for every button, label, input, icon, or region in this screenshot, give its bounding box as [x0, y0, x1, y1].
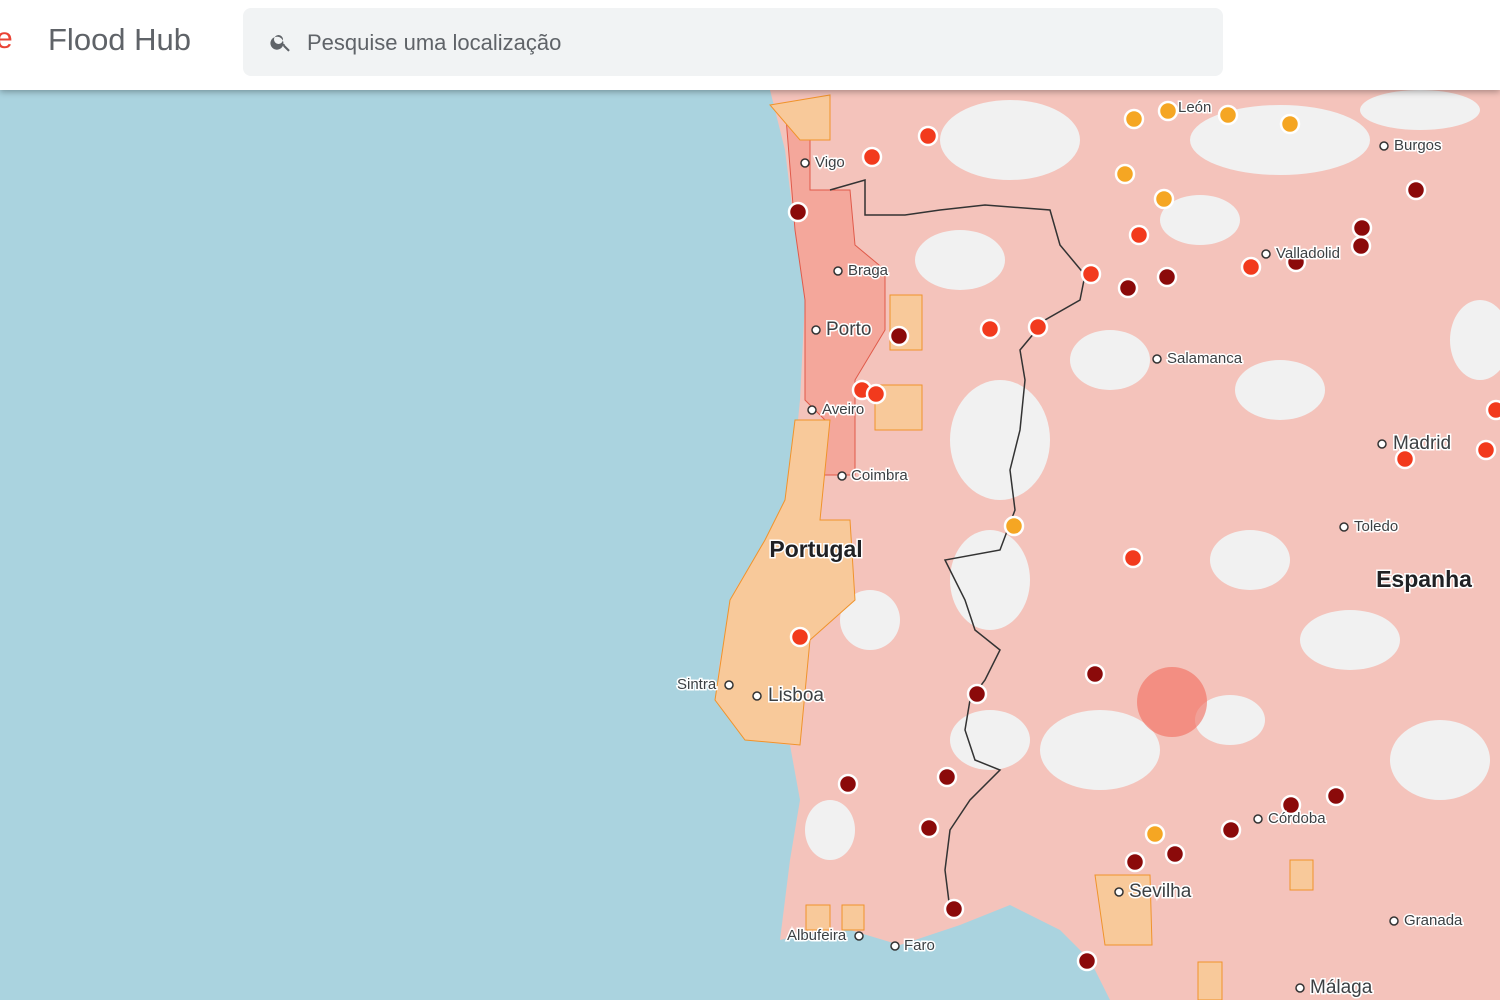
city-dot — [1114, 887, 1124, 897]
city-dot — [724, 680, 734, 690]
gauge-marker[interactable] — [1027, 316, 1049, 338]
place-label: Sintra — [677, 676, 717, 693]
search-box[interactable]: Pesquise uma localização — [243, 8, 1223, 76]
city-dot — [1261, 249, 1271, 259]
place-label: Aveiro — [822, 401, 864, 418]
city-dot — [800, 158, 810, 168]
gauge-marker[interactable] — [1157, 100, 1179, 122]
gauge-marker[interactable] — [1164, 843, 1186, 865]
place-label: Lisboa — [768, 685, 824, 706]
gauge-marker[interactable] — [1124, 851, 1146, 873]
city-dot — [890, 941, 900, 951]
place-label: Albufeira — [787, 927, 847, 944]
place-label: Porto — [826, 319, 871, 340]
top-bar: e Flood Hub Pesquise uma localização — [0, 0, 1500, 90]
border — [829, 179, 1086, 911]
gauge-marker[interactable] — [1080, 263, 1102, 285]
gauge-marker[interactable] — [1123, 108, 1145, 130]
gauge-marker[interactable] — [979, 318, 1001, 340]
gauge-marker[interactable] — [789, 626, 811, 648]
city-dot — [1295, 983, 1305, 993]
gauge-marker[interactable] — [1279, 113, 1301, 135]
gauge-marker[interactable] — [1285, 251, 1307, 273]
place-label: Faro — [904, 937, 935, 954]
gauge-marker[interactable] — [1153, 188, 1175, 210]
place-label: Valladolid — [1276, 245, 1340, 262]
gauge-marker[interactable] — [936, 766, 958, 788]
gauge-marker[interactable] — [861, 146, 883, 168]
gauge-marker[interactable] — [1485, 399, 1500, 421]
gauge-marker[interactable] — [943, 898, 965, 920]
gauge-marker[interactable] — [1003, 515, 1025, 537]
country-label: Espanha — [1376, 566, 1472, 592]
city-dot — [1377, 439, 1387, 449]
gauge-marker[interactable] — [918, 817, 940, 839]
search-icon — [270, 35, 290, 52]
dry-areas — [805, 90, 1500, 860]
gauge-marker[interactable] — [1394, 448, 1416, 470]
gauge-marker[interactable] — [787, 201, 809, 223]
gauge-marker[interactable] — [1128, 224, 1150, 246]
place-label: León — [1178, 99, 1211, 116]
gauge-marker[interactable] — [1156, 266, 1178, 288]
selected-area[interactable] — [1137, 667, 1207, 737]
city-dot — [1379, 141, 1389, 151]
gauge-marker[interactable] — [1325, 785, 1347, 807]
gauge-marker[interactable] — [966, 683, 988, 705]
logo[interactable]: e — [0, 22, 13, 55]
app-title[interactable]: Flood Hub — [48, 22, 192, 57]
place-label: Sevilha — [1129, 881, 1192, 902]
city-dot — [811, 325, 821, 335]
gauge-marker[interactable] — [1122, 547, 1144, 569]
coastal-risk — [784, 104, 886, 476]
place-label: Córdoba — [1268, 810, 1326, 827]
place-label: Braga — [848, 262, 889, 279]
gauge-marker[interactable] — [917, 125, 939, 147]
search-placeholder: Pesquise uma localização — [307, 30, 562, 55]
city-dot — [854, 931, 864, 941]
city-dot — [752, 691, 762, 701]
place-label: Burgos — [1394, 137, 1442, 154]
gauge-marker[interactable] — [837, 773, 859, 795]
city-dot — [837, 471, 847, 481]
country-label: Portugal — [769, 536, 862, 562]
gauge-marker[interactable] — [1351, 217, 1373, 239]
coastal-warning — [714, 94, 1314, 1000]
gauge-marker[interactable] — [1475, 439, 1497, 461]
gauge-marker[interactable] — [1405, 179, 1427, 201]
place-label: Coimbra — [851, 467, 908, 484]
place-label: Málaga — [1310, 977, 1373, 998]
gauge-marker[interactable] — [1350, 235, 1372, 257]
gauge-marker[interactable] — [1220, 819, 1242, 841]
gauge-marker[interactable] — [1117, 277, 1139, 299]
gauge-marker[interactable] — [1076, 950, 1098, 972]
gauge-marker[interactable] — [1084, 663, 1106, 685]
gauge-marker[interactable] — [1240, 256, 1262, 278]
place-label: Salamanca — [1167, 350, 1243, 367]
city-dot — [807, 405, 817, 415]
gauge-marker[interactable] — [888, 325, 910, 347]
place-label: Granada — [1404, 912, 1463, 929]
city-dot — [833, 266, 843, 276]
gauge-marker[interactable] — [1280, 794, 1302, 816]
city-dot — [1389, 916, 1399, 926]
gauge-marker[interactable] — [1144, 823, 1166, 845]
place-label: Vigo — [815, 154, 845, 171]
gauge-marker[interactable] — [1217, 104, 1239, 126]
city-dot — [1253, 814, 1263, 824]
gauge-marker[interactable] — [1114, 163, 1136, 185]
city-dot — [1152, 354, 1162, 364]
gauge-marker[interactable] — [865, 383, 887, 405]
place-label: Toledo — [1354, 518, 1398, 535]
city-dot — [1339, 522, 1349, 532]
place-label: Madrid — [1393, 433, 1451, 454]
